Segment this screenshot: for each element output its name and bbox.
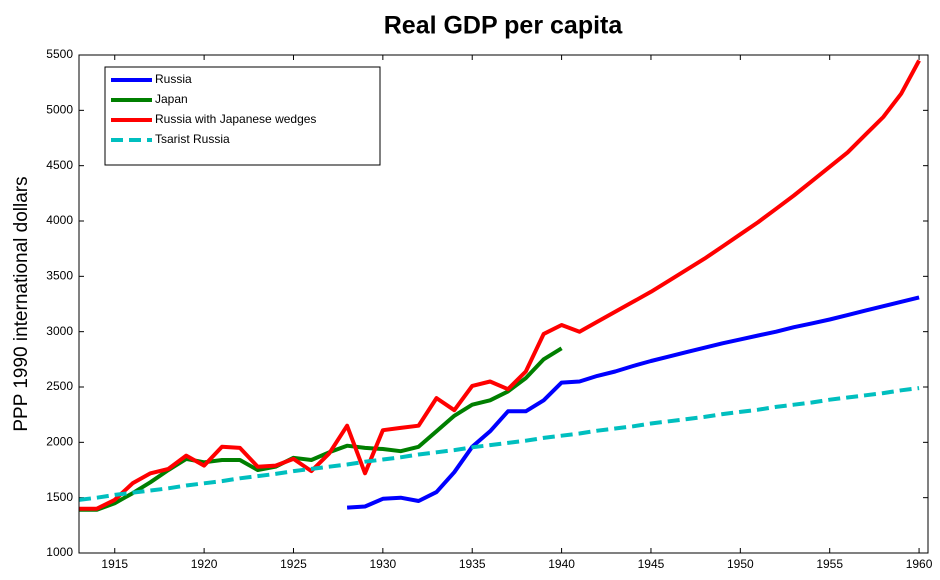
y-tick-label: 1000: [46, 545, 73, 559]
x-tick-label: 1925: [280, 557, 307, 571]
legend-label: Russia: [155, 72, 192, 86]
series-line: [78, 386, 920, 502]
legend-label: Tsarist Russia: [155, 132, 230, 146]
y-tick-label: 5000: [46, 103, 73, 117]
y-tick-label: 2500: [46, 379, 73, 393]
series-line: [79, 59, 921, 511]
x-tick-label: 1950: [727, 557, 754, 571]
y-tick-label: 4500: [46, 158, 73, 172]
y-axis-label: PPP 1990 international dollars: [11, 176, 32, 431]
x-tick-label: 1930: [370, 557, 397, 571]
x-tick-label: 1935: [459, 557, 486, 571]
legend-label: Japan: [155, 92, 188, 106]
legend-label: Russia with Japanese wedges: [155, 112, 316, 126]
plot-frame: [78, 54, 929, 554]
chart-title: Real GDP per capita: [384, 12, 624, 40]
y-tick-label: 2000: [46, 435, 73, 449]
x-tick-label: 1920: [191, 557, 218, 571]
y-tick-label: 5500: [46, 47, 73, 61]
y-tick-label: 3000: [46, 324, 73, 338]
x-tick-label: 1915: [101, 557, 128, 571]
x-tick-label: 1960: [906, 557, 933, 571]
y-tick-label: 3500: [46, 269, 73, 283]
x-tick-label: 1945: [638, 557, 665, 571]
legend-box: [104, 66, 381, 166]
x-tick-label: 1955: [816, 557, 843, 571]
y-tick-label: 1500: [46, 490, 73, 504]
y-tick-label: 4000: [46, 213, 73, 227]
series-line: [346, 295, 920, 510]
x-tick-label: 1940: [548, 557, 575, 571]
series-line: [79, 346, 563, 512]
